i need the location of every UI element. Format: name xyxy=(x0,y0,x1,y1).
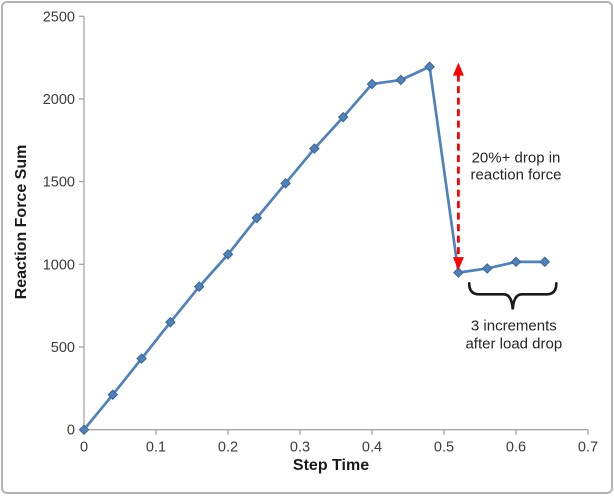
brace-annotation-line2: after load drop xyxy=(465,335,563,353)
series-marker-diamond xyxy=(251,212,263,224)
x-tick-label: 0.3 xyxy=(290,440,310,456)
drop-arrow-head-up xyxy=(452,62,464,76)
series-marker-diamond xyxy=(165,316,176,328)
y-tick-label: 1000 xyxy=(43,257,75,273)
x-tick-label: 0.2 xyxy=(218,440,238,456)
y-tick-label: 1500 xyxy=(43,175,75,191)
y-axis-title: Reaction Force Sum xyxy=(13,144,30,300)
series-marker-diamond xyxy=(510,256,522,268)
x-tick-label: 0.4 xyxy=(362,440,382,456)
series-marker-diamond xyxy=(107,389,119,400)
series-marker-diamond xyxy=(337,111,349,123)
drop-arrow-head-down xyxy=(452,257,464,271)
drop-annotation-line2: reaction force xyxy=(470,166,562,184)
series-marker-diamond xyxy=(395,74,407,86)
increments-brace xyxy=(467,282,558,310)
series-marker-diamond xyxy=(366,78,378,90)
x-tick-label: 0.5 xyxy=(434,440,454,456)
series-marker-diamond xyxy=(280,178,291,189)
y-tick-label: 2000 xyxy=(43,92,75,108)
x-axis-title: Step Time xyxy=(292,457,370,474)
drop-annotation-line1: 20%+ drop in xyxy=(471,149,561,167)
x-tick-label: 0.6 xyxy=(506,440,526,456)
brace-annotation-line1: 3 increments xyxy=(470,318,557,336)
series-marker-diamond xyxy=(193,281,205,292)
brace-annotation-label: 3 increments after load drop xyxy=(465,318,562,353)
series-marker-diamond xyxy=(78,424,90,436)
x-tick-label: 0 xyxy=(80,440,88,456)
series-marker-diamond xyxy=(222,249,234,260)
x-tick-label: 0.1 xyxy=(146,440,166,456)
x-tick-label: 0.7 xyxy=(578,440,598,456)
y-tick-label: 500 xyxy=(51,340,75,356)
y-tick-label: 0 xyxy=(67,423,75,439)
series-line xyxy=(82,65,547,432)
series-marker-diamond xyxy=(309,143,320,154)
y-tick-label: 2500 xyxy=(43,9,75,25)
series-marker-diamond xyxy=(136,353,147,364)
series-marker-diamond xyxy=(424,61,435,73)
drop-annotation-label: 20%+ drop in reaction force xyxy=(471,149,562,184)
series-marker-diamond xyxy=(453,267,464,278)
series-marker-diamond xyxy=(481,263,493,274)
series-marker-diamond xyxy=(539,256,551,268)
